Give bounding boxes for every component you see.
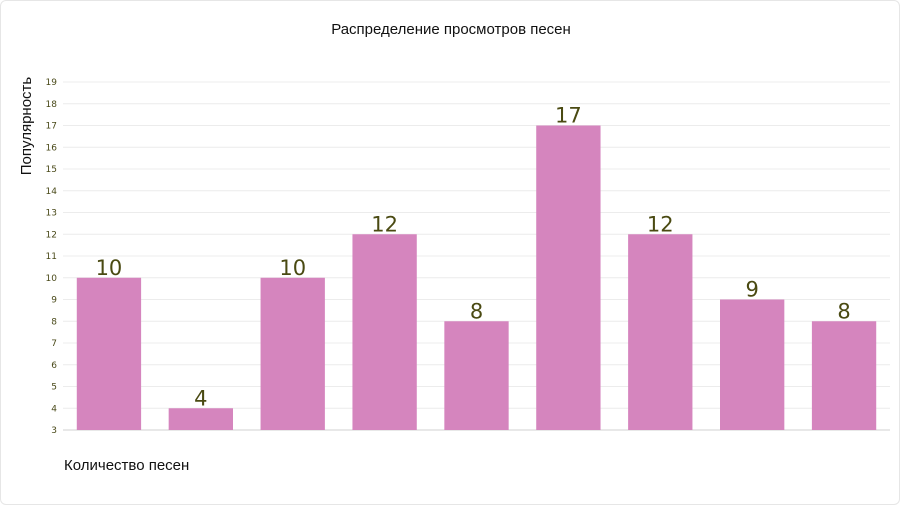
bar-value-label: 12 bbox=[371, 212, 398, 236]
y-tick-label: 8 bbox=[51, 317, 57, 327]
y-tick-label: 18 bbox=[46, 100, 58, 110]
bar-value-label: 9 bbox=[745, 278, 758, 302]
bar bbox=[720, 299, 785, 430]
bar bbox=[168, 408, 233, 430]
bar-value-label: 17 bbox=[555, 104, 582, 128]
bar bbox=[352, 234, 417, 430]
bars bbox=[76, 125, 877, 430]
y-tick-label: 4 bbox=[51, 404, 57, 414]
y-tick-label: 6 bbox=[51, 361, 57, 371]
bar-value-label: 12 bbox=[647, 212, 674, 236]
bar-value-label: 4 bbox=[194, 386, 207, 410]
bar bbox=[536, 125, 601, 430]
bar bbox=[76, 277, 142, 430]
y-tick-label: 5 bbox=[51, 383, 57, 393]
y-tick-label: 7 bbox=[51, 339, 57, 349]
y-tick-label: 14 bbox=[46, 187, 58, 197]
bar-value-label: 8 bbox=[837, 299, 850, 323]
bar-value-label: 10 bbox=[96, 256, 123, 280]
y-tick-label: 16 bbox=[46, 143, 58, 153]
bar bbox=[628, 234, 693, 430]
y-axis-ticks: 3 4 5 6 7 8 9 10 11 12 13 14 15 16 17 18 19 bbox=[46, 78, 58, 436]
bar-value-label: 8 bbox=[470, 299, 483, 323]
y-axis-label: Популярность bbox=[18, 77, 35, 176]
y-tick-label: 15 bbox=[46, 165, 57, 175]
chart-title: Распределение просмотров песен bbox=[331, 21, 571, 38]
y-tick-label: 13 bbox=[46, 209, 57, 219]
data-labels: 10 4 10 12 8 17 12 9 8 bbox=[96, 104, 851, 411]
bar-value-label: 10 bbox=[279, 256, 306, 280]
y-tick-label: 10 bbox=[46, 274, 58, 284]
bar bbox=[260, 277, 325, 430]
x-axis-label: Количество песен bbox=[64, 457, 189, 474]
y-tick-label: 17 bbox=[46, 122, 57, 132]
y-tick-label: 11 bbox=[46, 252, 57, 262]
bar bbox=[444, 321, 509, 430]
y-tick-label: 12 bbox=[46, 230, 57, 240]
y-tick-label: 3 bbox=[51, 426, 57, 436]
y-tick-label: 9 bbox=[51, 296, 57, 306]
bar bbox=[811, 321, 877, 430]
y-tick-label: 19 bbox=[46, 78, 58, 88]
